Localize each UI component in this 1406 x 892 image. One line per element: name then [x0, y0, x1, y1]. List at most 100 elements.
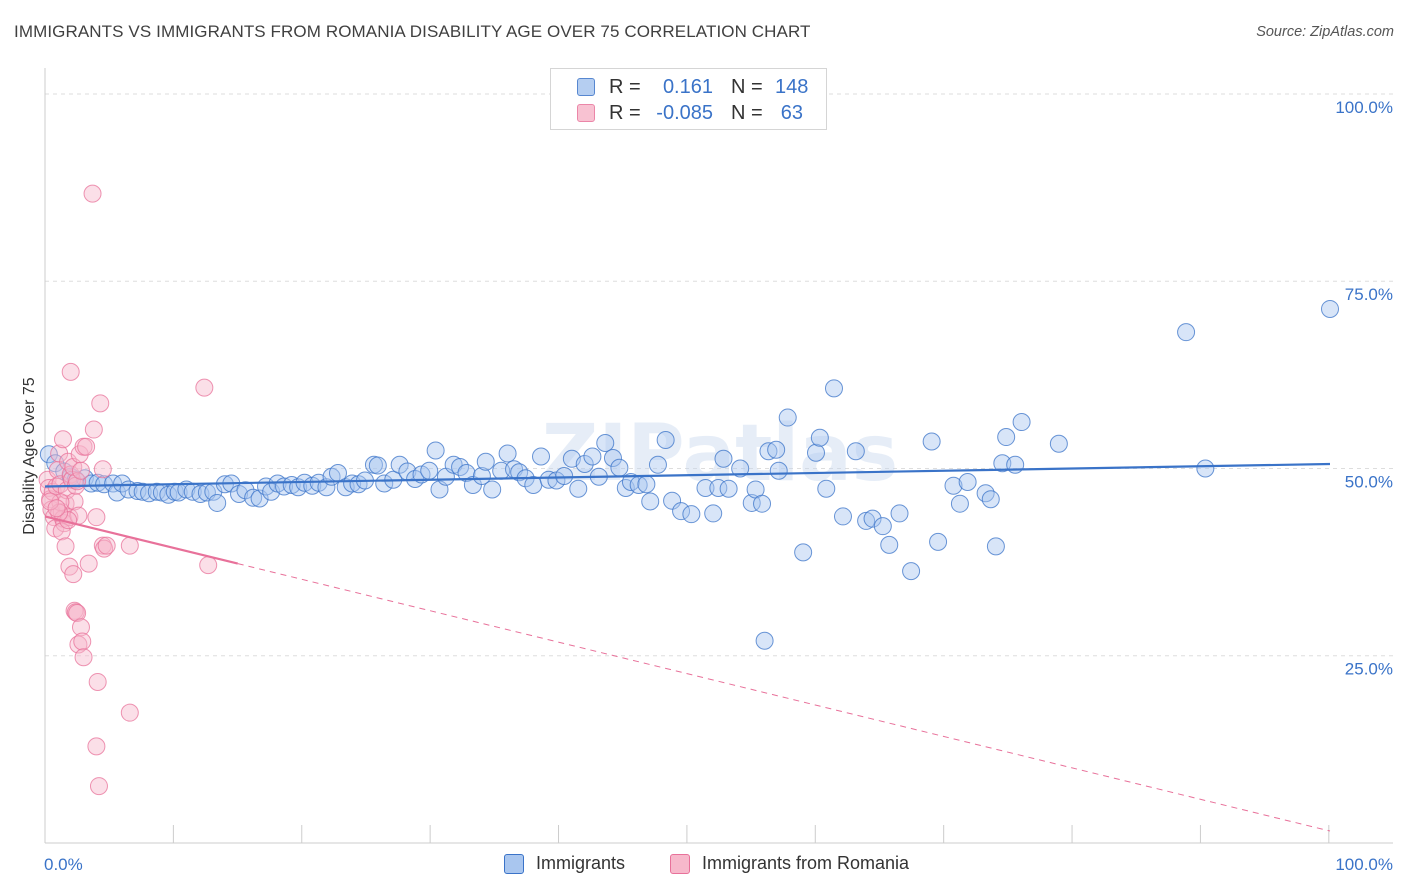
point-immigrants — [863, 509, 882, 528]
point-immigrants — [390, 455, 409, 474]
point-romania — [47, 499, 66, 518]
point-romania — [41, 492, 60, 511]
point-romania — [88, 672, 107, 691]
point-immigrants — [1012, 413, 1031, 432]
point-immigrants — [133, 482, 152, 501]
point-immigrants — [498, 444, 517, 463]
y-tick-label: 100.0% — [1335, 98, 1393, 117]
point-immigrants — [958, 472, 977, 491]
point-romania — [91, 394, 110, 413]
point-immigrants — [1049, 434, 1068, 453]
point-romania — [89, 777, 108, 796]
point-immigrants — [1177, 323, 1196, 342]
point-immigrants — [742, 493, 761, 512]
point-immigrants — [922, 432, 941, 451]
point-immigrants — [755, 631, 774, 650]
point-immigrants — [1196, 459, 1215, 478]
stats-legend: R = 0.161 N = 148 R = -0.085 N = 63 — [550, 68, 827, 130]
chart-source: Source: ZipAtlas.com — [1256, 24, 1394, 40]
point-immigrants — [368, 456, 387, 475]
point-immigrants — [997, 428, 1016, 447]
trendline-immigrants — [44, 462, 1331, 488]
trend-layer — [44, 462, 1331, 832]
legend-swatch-blue — [504, 854, 524, 874]
point-immigrants — [880, 535, 899, 554]
point-immigrants — [950, 494, 969, 513]
point-immigrants — [817, 479, 836, 498]
y-tick-label: 25.0% — [1345, 660, 1393, 679]
point-romania — [97, 536, 116, 555]
trendline-romania — [44, 515, 239, 565]
legend-label-romania: Immigrants from Romania — [702, 853, 910, 873]
r-label: R = — [609, 76, 641, 98]
point-immigrants — [1321, 299, 1339, 318]
point-romania — [71, 461, 90, 480]
point-immigrants — [672, 502, 691, 521]
point-immigrants — [759, 442, 778, 461]
point-immigrants — [767, 440, 786, 459]
stats-legend-row-romania: R = -0.085 N = 63 — [551, 101, 826, 127]
point-immigrants — [986, 537, 1005, 556]
point-immigrants — [426, 441, 445, 460]
point-immigrants — [539, 470, 558, 489]
point-immigrants — [244, 488, 263, 507]
point-immigrants — [719, 479, 738, 498]
point-immigrants — [778, 408, 797, 427]
r-value: -0.085 — [656, 102, 713, 124]
point-immigrants — [873, 517, 892, 536]
point-immigrants — [993, 454, 1012, 473]
x-tick-label: 100.0% — [1335, 855, 1393, 874]
point-immigrants — [483, 480, 502, 499]
point-immigrants — [929, 532, 948, 551]
point-immigrants — [641, 492, 660, 511]
point-immigrants — [476, 452, 495, 471]
point-immigrants — [39, 445, 58, 464]
watermark: ZIPatlas — [542, 409, 898, 499]
point-immigrants — [317, 478, 336, 497]
y-tick-label: 75.0% — [1345, 285, 1393, 304]
n-value: 148 — [775, 76, 809, 98]
bottom-legend: Immigrants Immigrants from Romania — [0, 852, 1406, 878]
point-immigrants — [753, 494, 772, 513]
n-value: 63 — [780, 102, 803, 124]
point-romania — [84, 420, 103, 439]
point-immigrants — [208, 493, 227, 512]
point-immigrants — [810, 428, 829, 447]
point-immigrants — [236, 481, 255, 500]
point-immigrants — [375, 474, 394, 493]
point-romania — [87, 508, 106, 527]
point-immigrants — [532, 447, 551, 466]
point-immigrants — [709, 478, 728, 497]
point-immigrants — [472, 466, 491, 485]
chart-title: IMMIGRANTS VS IMMIGRANTS FROM ROMANIA DI… — [14, 22, 811, 41]
x-tick-label: 0.0% — [44, 855, 83, 874]
stats-legend-row-immigrants: R = 0.161 N = 148 — [551, 75, 826, 101]
point-romania — [93, 460, 112, 479]
point-immigrants — [824, 379, 843, 398]
trendline-romania-extension — [237, 563, 1331, 832]
grid-layer — [45, 93, 1393, 657]
point-romania — [74, 648, 93, 667]
point-immigrants — [596, 434, 615, 453]
pink-swatch — [577, 104, 595, 122]
point-immigrants — [794, 543, 813, 562]
point-immigrants — [555, 466, 574, 485]
point-immigrants — [648, 455, 667, 474]
r-label: R = — [609, 102, 641, 124]
point-romania — [87, 737, 106, 756]
point-immigrants — [696, 478, 715, 497]
point-immigrants — [976, 484, 995, 503]
point-immigrants — [890, 504, 909, 523]
point-immigrants — [603, 449, 622, 468]
point-immigrants — [107, 483, 126, 502]
point-immigrants — [82, 474, 101, 493]
point-romania — [61, 362, 80, 381]
point-romania — [120, 703, 139, 722]
point-immigrants — [846, 442, 865, 461]
point-romania — [79, 554, 98, 573]
point-immigrants — [569, 479, 588, 498]
point-romania — [73, 632, 92, 651]
n-label: N = — [731, 102, 763, 124]
legend-label-immigrants: Immigrants — [536, 853, 626, 873]
